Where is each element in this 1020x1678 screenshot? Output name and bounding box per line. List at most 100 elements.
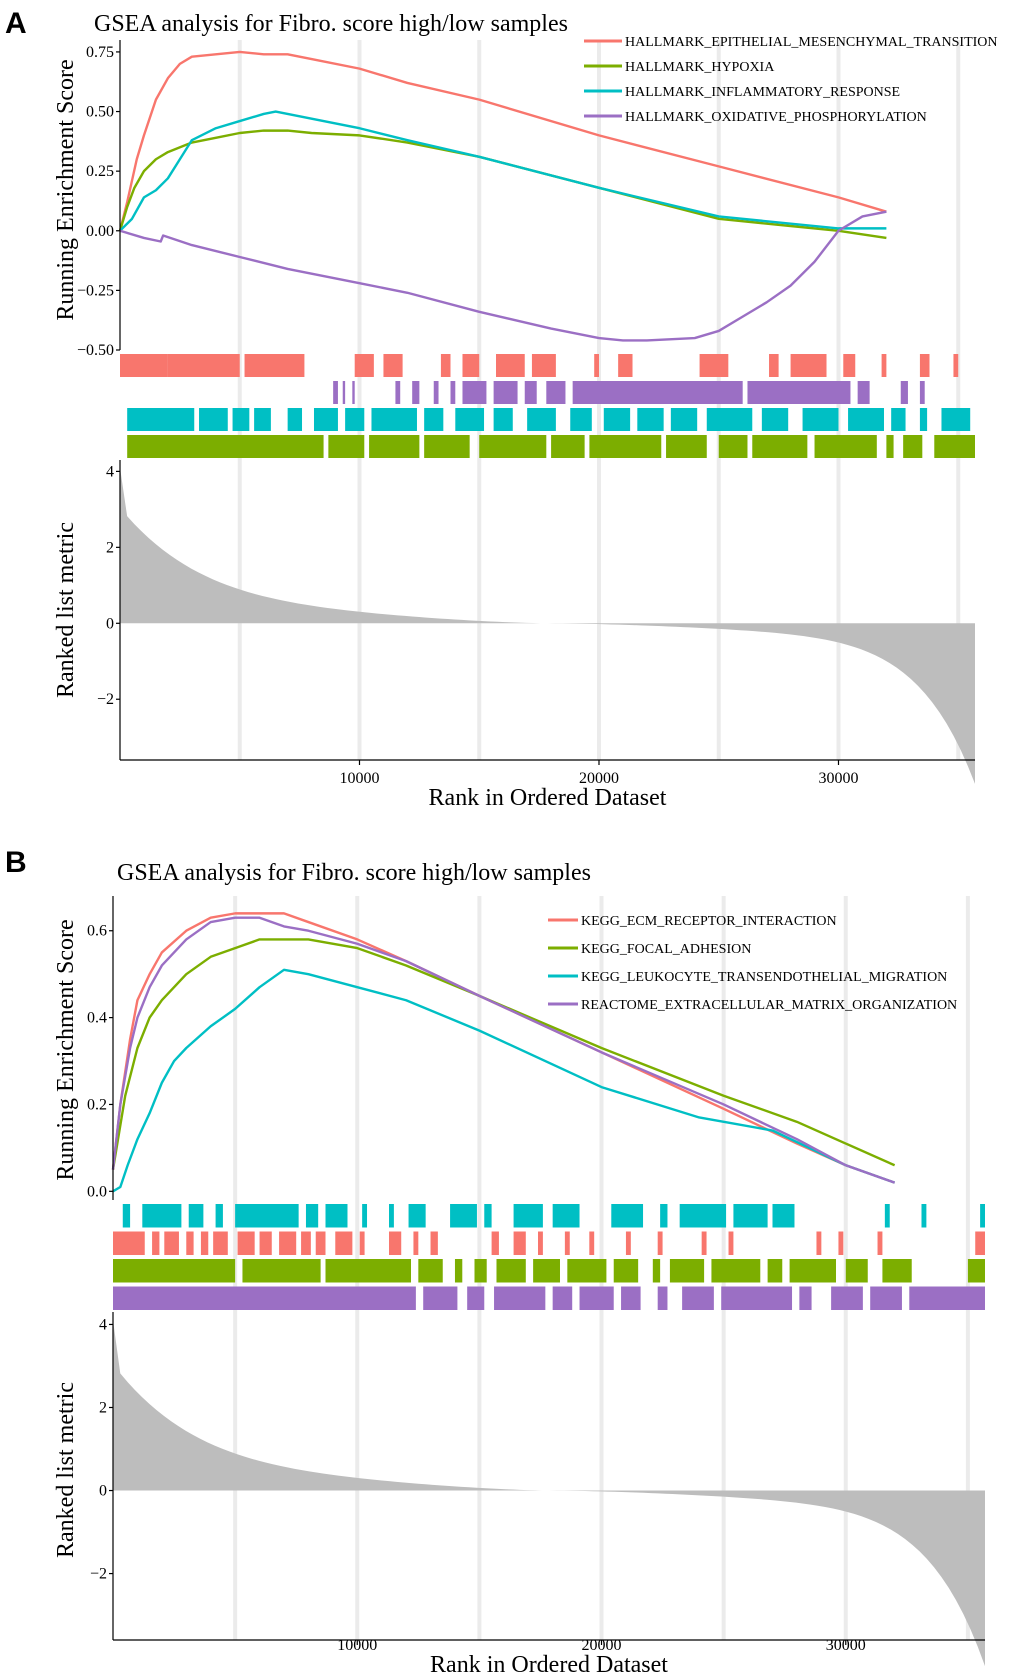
hit-mark	[831, 1286, 863, 1310]
hit-mark	[877, 1231, 883, 1255]
metric-y-tick-label: 2	[106, 539, 114, 556]
hit-mark	[533, 1259, 560, 1283]
hit-mark	[814, 435, 877, 458]
hit-mark	[424, 435, 470, 458]
hit-mark	[412, 381, 420, 404]
hit-mark	[199, 408, 228, 431]
es-y-axis-label: Running Enrichment Score	[53, 59, 79, 320]
hit-mark	[789, 1259, 837, 1283]
hit-mark	[413, 1231, 419, 1255]
metric-y-tick-label: 2	[99, 1399, 107, 1416]
x-tick-label: 30000	[818, 770, 858, 787]
hit-mark	[325, 1204, 348, 1228]
y-tick-label: 0.2	[87, 1096, 107, 1113]
es-line-series-1	[111, 912, 896, 1184]
metric-y-axis-label: Ranked list metric	[53, 1382, 79, 1558]
hit-mark	[325, 1259, 411, 1283]
hit-mark	[186, 1231, 194, 1255]
x-axis-label: Rank in Ordered Dataset	[430, 1652, 668, 1678]
metric-y-axis-label: Ranked list metric	[53, 522, 79, 698]
hit-mark	[242, 1259, 321, 1283]
x-tick-label: 10000	[337, 1637, 377, 1654]
hit-mark	[733, 1204, 768, 1228]
hit-mark	[564, 1231, 570, 1255]
hit-mark	[625, 1231, 631, 1255]
hit-mark	[718, 435, 748, 458]
legend-label: HALLMARK_OXIDATIVE_PHOSPHORYLATION	[625, 110, 927, 125]
hit-mark	[305, 1204, 319, 1228]
hit-mark	[551, 435, 585, 458]
hit-mark	[967, 1259, 985, 1283]
panel-b: B GSEA analysis for Fibro. score high/low…	[5, 846, 985, 1678]
hit-mark	[886, 435, 894, 458]
hit-mark	[462, 381, 487, 404]
hit-mark	[919, 408, 928, 431]
hit-mark	[328, 435, 365, 458]
legend-label: HALLMARK_EPITHELIAL_MESENCHYMAL_TRANSITI…	[625, 35, 998, 50]
hit-mark	[167, 354, 240, 377]
hit-mark	[669, 1259, 705, 1283]
hit-mark	[259, 1231, 272, 1255]
hit-mark	[113, 1231, 145, 1255]
hit-mark	[799, 1286, 812, 1310]
hit-mark	[120, 354, 168, 377]
hit-mark	[513, 1231, 526, 1255]
hit-strip	[127, 435, 975, 458]
hit-mark	[389, 1204, 394, 1228]
panel-letter: B	[5, 846, 27, 879]
hit-mark	[335, 1231, 353, 1255]
hit-mark	[345, 408, 365, 431]
legend: KEGG_ECM_RECEPTOR_INTERACTION KEGG_FOCAL_…	[548, 914, 957, 1013]
legend-label: KEGG_FOCAL_ADHESION	[581, 942, 751, 957]
hit-mark	[621, 1286, 641, 1310]
hit-mark	[395, 381, 401, 404]
y-tick-label: −0.25	[77, 282, 114, 299]
hit-strip	[113, 1286, 985, 1310]
hit-mark	[352, 381, 355, 404]
hit-mark	[613, 1259, 639, 1283]
hit-mark	[761, 408, 789, 431]
hit-mark	[657, 1286, 668, 1310]
hit-mark	[371, 408, 417, 431]
legend-label: HALLMARK_HYPOXIA	[625, 60, 775, 75]
hit-mark	[354, 354, 374, 377]
hit-mark	[235, 1204, 299, 1228]
hit-strip	[122, 1204, 985, 1228]
hit-mark	[450, 1204, 477, 1228]
hit-mark	[496, 354, 525, 377]
hit-mark	[333, 381, 338, 404]
hit-mark	[493, 408, 513, 431]
hit-mark	[848, 408, 884, 431]
hit-mark	[891, 408, 906, 431]
hit-mark	[122, 1204, 131, 1228]
hit-mark	[455, 408, 485, 431]
metric-y-tick-label: −2	[97, 691, 114, 708]
hit-mark	[594, 354, 599, 377]
chart-title: GSEA analysis for Fibro. score high/low …	[94, 11, 568, 37]
hit-mark	[142, 1204, 182, 1228]
panel-a: A GSEA analysis for Fibro. score high/low…	[5, 7, 998, 811]
y-tick-label: 0.4	[87, 1010, 107, 1027]
hit-mark	[215, 1204, 223, 1228]
y-tick-label: 0.25	[86, 163, 114, 180]
hit-mark	[531, 354, 556, 377]
x-tick-label: 30000	[826, 1637, 866, 1654]
hit-mark	[882, 1259, 912, 1283]
hit-mark	[845, 1259, 868, 1283]
hit-mark	[474, 1259, 487, 1283]
hit-mark	[423, 1286, 458, 1310]
hit-mark	[524, 381, 537, 404]
hit-mark	[682, 1286, 714, 1310]
legend-label: HALLMARK_INFLAMMATORY_RESPONSE	[625, 85, 900, 100]
hit-mark	[903, 435, 923, 458]
hit-mark	[484, 1204, 492, 1228]
hit-mark	[254, 408, 271, 431]
hit-mark	[462, 354, 480, 377]
x-axis-label: Rank in Ordered Dataset	[429, 785, 667, 811]
hit-mark	[362, 1204, 368, 1228]
hit-mark	[494, 1286, 546, 1310]
legend-label: KEGG_LEUKOCYTE_TRANSENDOTHELIAL_MIGRATIO…	[581, 970, 947, 985]
hit-mark	[666, 435, 707, 458]
hit-mark	[127, 435, 324, 458]
hit-mark	[369, 435, 420, 458]
